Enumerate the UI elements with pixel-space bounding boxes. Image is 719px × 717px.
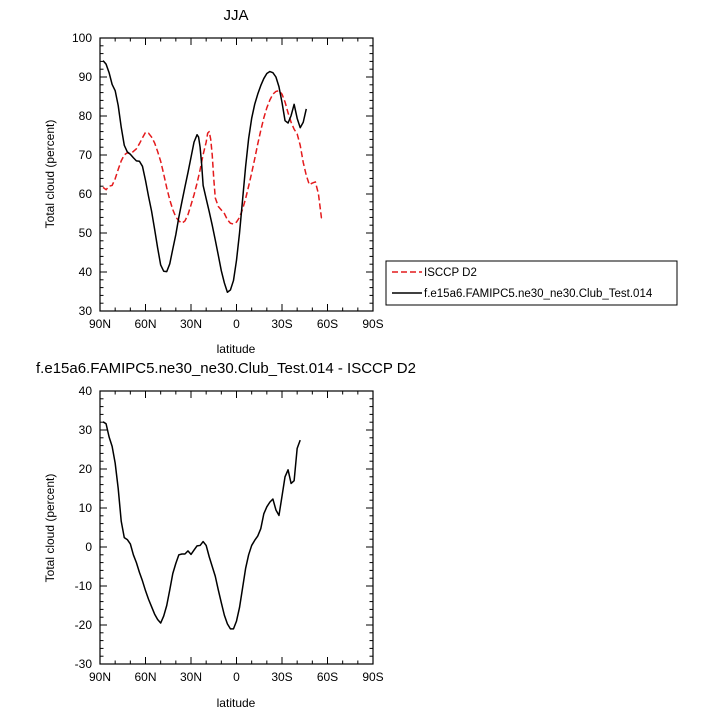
bottom-chart-panel: f.e15a6.FAMIPC5.ne30_ne30.Club_Test.014 … <box>36 360 416 710</box>
top-y-tick-label: 90 <box>79 70 93 84</box>
bottom-y-tick-label: 40 <box>79 384 93 398</box>
bottom-y-tick-label: 10 <box>79 501 93 515</box>
top-chart-title: JJA <box>223 7 248 24</box>
top-series-line-0 <box>102 89 325 225</box>
top-y-tick-label: 80 <box>79 109 93 123</box>
bottom-series-line-0 <box>102 421 301 630</box>
bottom-y-tick-label: 0 <box>85 540 92 554</box>
top-x-tick-label: 60N <box>134 317 156 331</box>
bottom-x-tick-label: 90S <box>362 670 383 684</box>
bottom-x-tick-label: 90N <box>89 670 111 684</box>
legend: ISCCP D2 f.e15a6.FAMIPC5.ne30_ne30.Club_… <box>385 260 678 306</box>
top-x-tick-label: 0 <box>233 317 240 331</box>
bottom-y-tick-label: -30 <box>75 657 93 671</box>
bottom-x-axis-label: latitude <box>217 696 256 710</box>
bottom-x-tick-label: 60S <box>317 670 338 684</box>
legend-box <box>385 260 678 306</box>
bottom-x-tick-label: 60N <box>134 670 156 684</box>
legend-label-model: f.e15a6.FAMIPC5.ne30_ne30.Club_Test.014 <box>424 288 653 300</box>
top-x-tick-label: 90N <box>89 317 111 331</box>
top-y-tick-label: 100 <box>72 31 92 45</box>
top-y-tick-label: 60 <box>79 187 93 201</box>
top-x-tick-label: 30N <box>180 317 202 331</box>
legend-label-isccp: ISCCP D2 <box>424 267 477 279</box>
bottom-x-tick-label: 30S <box>271 670 292 684</box>
top-axis-ticks: 90N 60N 30N 0 30S 60S 90S 30 40 50 60 70 80 90 100 <box>72 31 384 331</box>
bottom-y-tick-label: 30 <box>79 423 93 437</box>
top-y-tick-label: 70 <box>79 148 93 162</box>
bottom-y-tick-label: -20 <box>75 618 93 632</box>
bottom-y-axis-label: Total cloud (percent) <box>43 474 57 583</box>
top-series-group <box>102 60 325 294</box>
top-plot-frame <box>99 37 374 312</box>
bottom-y-tick-label: -10 <box>75 579 93 593</box>
bottom-axis-ticks: 90N 60N 30N 0 30S 60S 90S -30 -20 -10 0 10 20 30 40 <box>75 384 384 684</box>
top-y-tick-label: 40 <box>79 265 93 279</box>
bottom-y-tick-label: 20 <box>79 462 93 476</box>
bottom-series-group <box>102 421 301 630</box>
top-x-tick-label: 90S <box>362 317 383 331</box>
top-y-axis-label: Total cloud (percent) <box>43 120 57 229</box>
top-y-tick-label: 50 <box>79 226 93 240</box>
top-x-axis-label: latitude <box>217 342 256 356</box>
bottom-x-tick-label: 0 <box>233 670 240 684</box>
top-series-line-1 <box>102 60 308 294</box>
bottom-chart-title: f.e15a6.FAMIPC5.ne30_ne30.Club_Test.014 … <box>36 360 416 377</box>
top-y-tick-label: 30 <box>79 304 93 318</box>
top-x-tick-label: 30S <box>271 317 292 331</box>
top-chart-panel: JJA 90N 60N 30N 0 30S 60S 90S 30 40 50 60 70 80 90 100… <box>43 7 678 356</box>
bottom-x-tick-label: 30N <box>180 670 202 684</box>
top-x-tick-label: 60S <box>317 317 338 331</box>
